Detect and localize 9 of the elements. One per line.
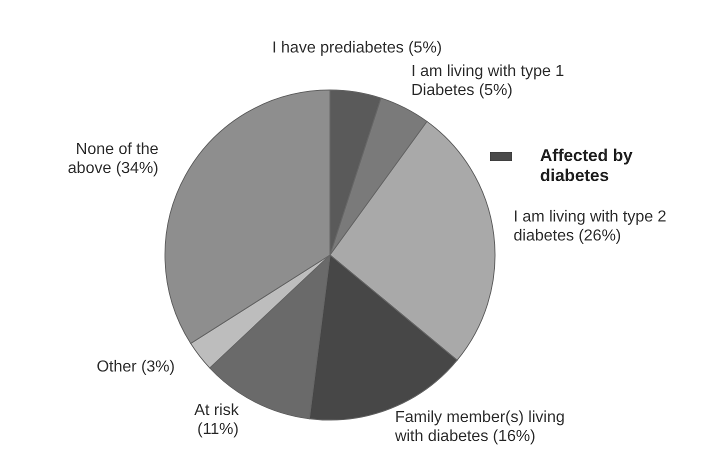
legend-title: Affected by diabetes	[540, 146, 634, 186]
slice-label: None of the above (34%)	[68, 140, 159, 177]
slice-label: I have prediabetes (5%)	[272, 40, 442, 57]
slice-label: At risk	[194, 402, 240, 419]
slice-label: Family member(s) living with diabetes (16%)	[394, 409, 565, 446]
slice-label: I am living with type 2 diabetes (26%)	[514, 208, 667, 245]
slice-label: I am living with type 1 Diabetes (5%)	[411, 63, 564, 100]
data-label: (11%)	[197, 420, 239, 438]
slice-label: Other (3%)	[96, 358, 175, 376]
